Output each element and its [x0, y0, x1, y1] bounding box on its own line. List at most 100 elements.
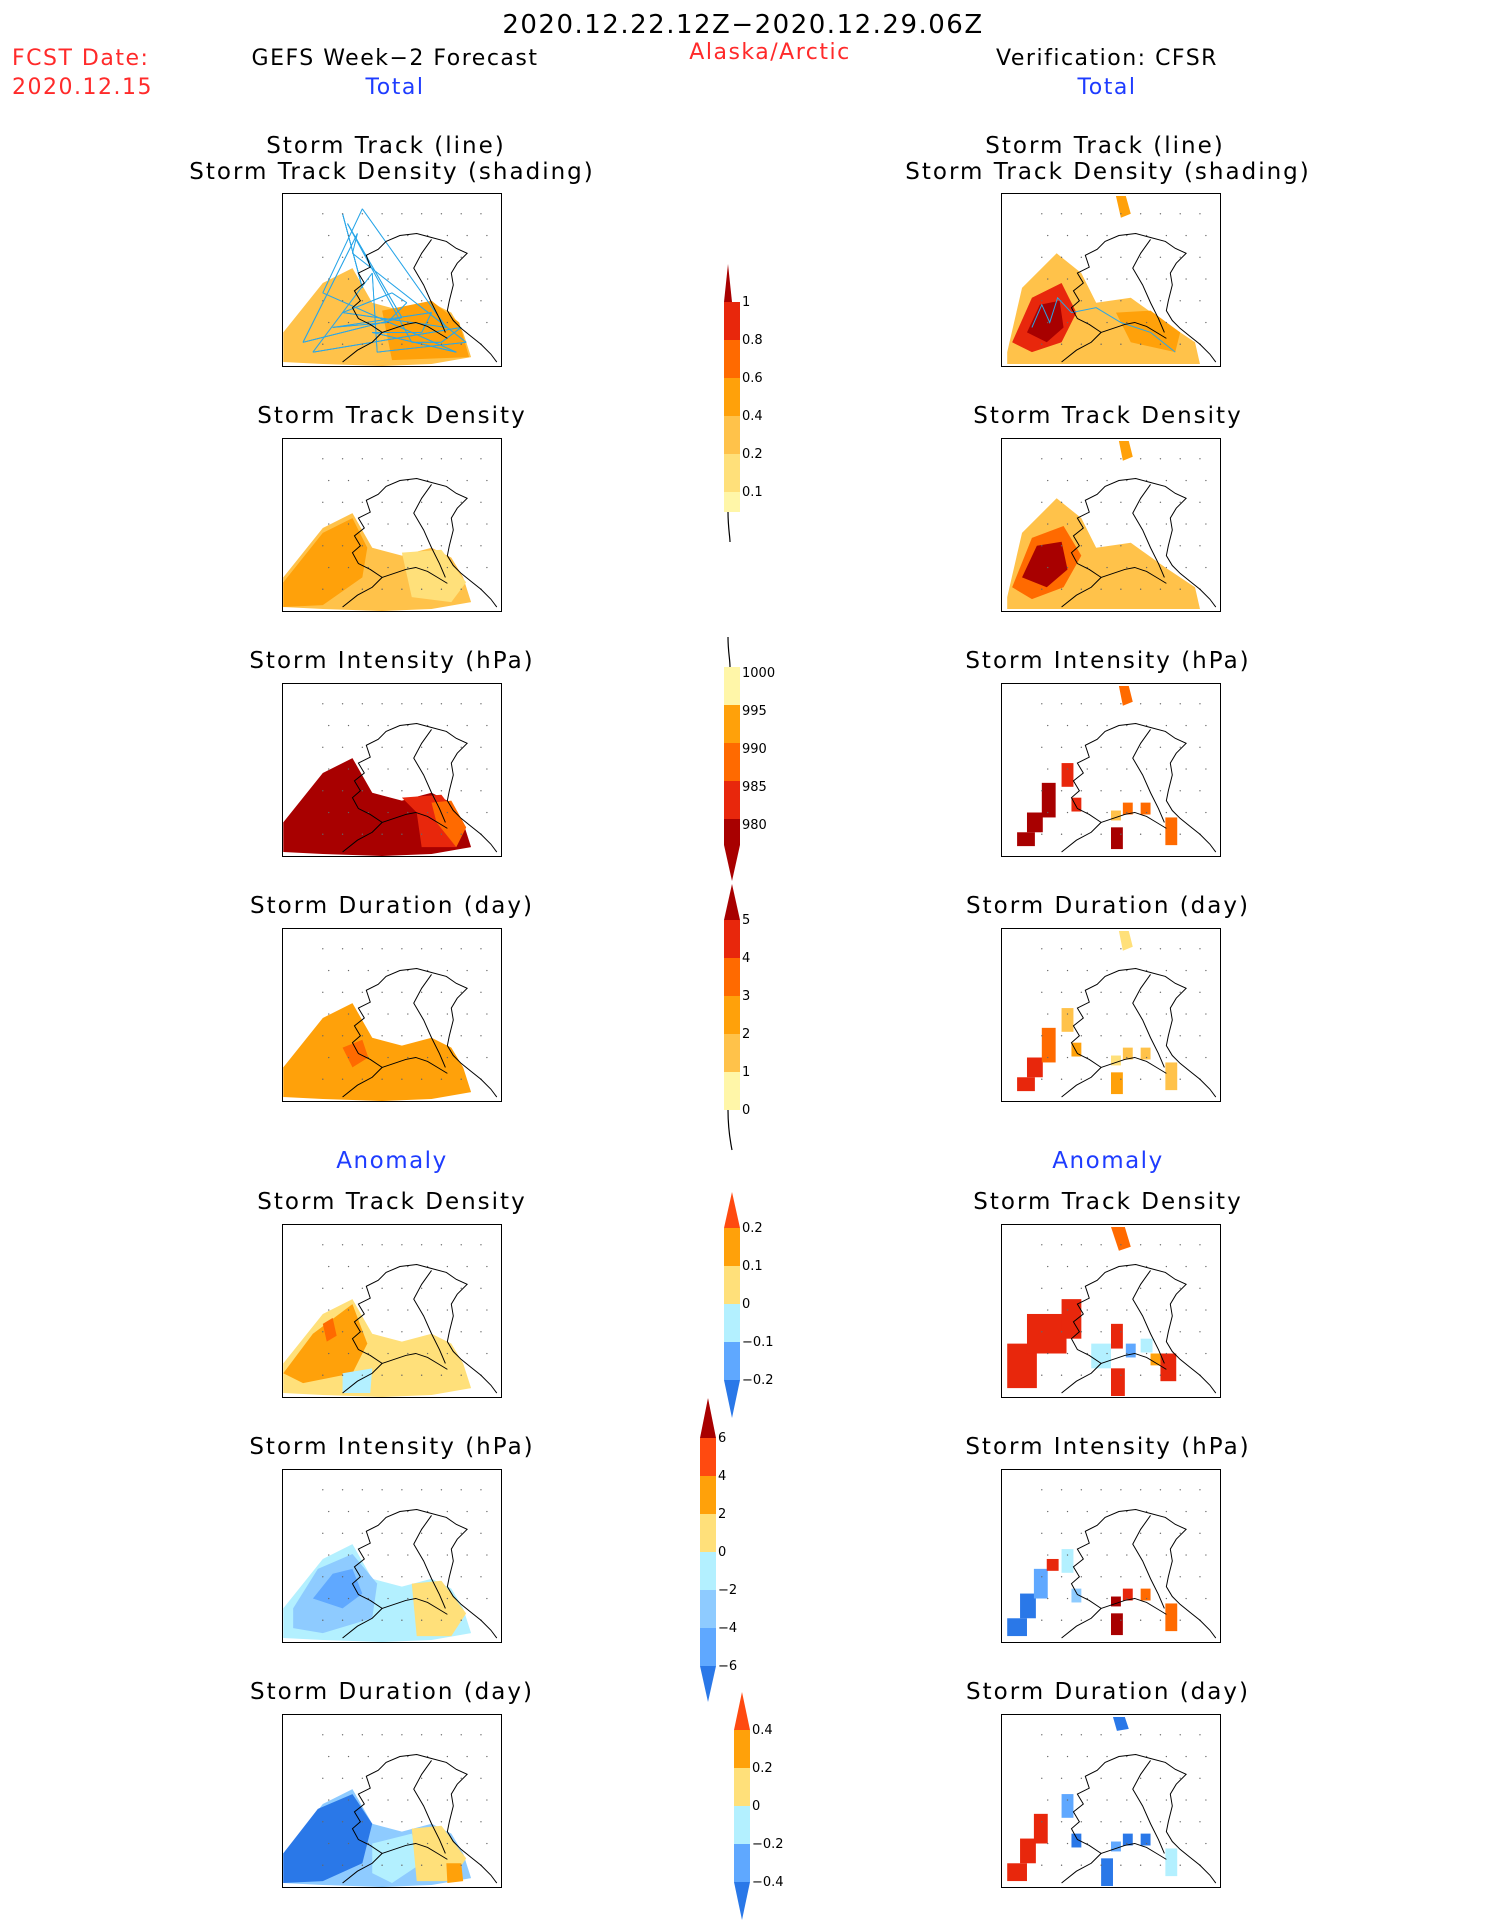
grid-dot [361, 458, 364, 460]
grid-dot [1199, 545, 1201, 547]
grid-dot [401, 458, 403, 460]
grid-dot [1199, 1244, 1201, 1246]
grid-dot [347, 234, 350, 237]
grid-dot [381, 1489, 383, 1491]
grid-dot [440, 1374, 443, 1376]
grid-dot [1159, 991, 1162, 993]
grid-dot [420, 256, 423, 258]
grid-dot [1185, 1013, 1187, 1015]
grid-dot [480, 1821, 482, 1823]
grid-dot [1100, 948, 1102, 950]
grid-dot [1205, 234, 1207, 237]
title-track-line-2-r: Storm Track Density (shading) [905, 159, 1311, 185]
grid-dot [381, 833, 383, 835]
grid-dot [1205, 1309, 1207, 1311]
cbar-dur-seg [724, 958, 740, 996]
grid-dot [401, 991, 403, 993]
cbar-aint-seg [700, 1514, 716, 1552]
grid-dot [381, 1532, 383, 1534]
grid-dot [401, 1078, 403, 1080]
grid-dot [1086, 1013, 1088, 1015]
grid-dot [440, 1078, 443, 1080]
shade-cell [1026, 1057, 1043, 1078]
grid-dot [486, 234, 488, 237]
shade-cell [1041, 782, 1056, 818]
grid-dot [367, 724, 369, 727]
grid-dot [401, 948, 403, 950]
shade-blob [1118, 685, 1133, 706]
grid-dot [322, 1244, 324, 1246]
grid-dot [420, 545, 423, 547]
grid-dot [1199, 1331, 1201, 1333]
grid-dot [1047, 1265, 1049, 1268]
grid-dot [1159, 746, 1162, 748]
grid-dot [420, 501, 423, 503]
grid-dot [1066, 1510, 1069, 1513]
grid-dot [1199, 1287, 1201, 1289]
grid-dot [426, 566, 429, 569]
title-track-line-r: Storm Track (line) [985, 133, 1225, 159]
grid-dot [401, 703, 403, 705]
grid-dot [341, 1777, 344, 1779]
grid-dot [1205, 1842, 1207, 1845]
grid-dot [322, 1331, 324, 1333]
grid-dot [347, 278, 350, 280]
grid-dot [328, 566, 330, 569]
grid-dot [328, 1056, 330, 1059]
grid-dot [1041, 1244, 1043, 1246]
grid-dot [1100, 790, 1102, 792]
grid-dot [381, 1864, 383, 1866]
grid-dot [347, 1799, 350, 1801]
cbar-density-seg [724, 416, 740, 454]
shade-blob [1022, 541, 1068, 588]
grid-dot [1080, 1619, 1083, 1621]
grid-dot [1199, 1734, 1201, 1736]
grid-dot [347, 1755, 350, 1758]
grid-dot [1205, 1755, 1207, 1758]
grid-dot [1100, 1489, 1102, 1491]
cbar-int-label: 985 [742, 780, 767, 795]
cbar-int-label: 980 [742, 818, 767, 833]
grid-dot [1165, 1799, 1168, 1801]
grid-dot [347, 1309, 350, 1311]
grid-dot [1126, 1056, 1128, 1059]
grid-dot [361, 1619, 364, 1621]
grid-dot [322, 1532, 324, 1534]
grid-dot [1100, 1576, 1102, 1578]
grid-dot [466, 1510, 468, 1513]
grid-dot [361, 1864, 364, 1866]
grid-dot [1145, 523, 1148, 525]
shade-blob [1112, 1716, 1129, 1731]
grid-dot [1060, 588, 1063, 590]
grid-dot [460, 343, 462, 345]
grid-dot [1041, 790, 1043, 792]
grid-dot [460, 1035, 462, 1037]
grid-dot [1060, 300, 1063, 302]
cbar-adens-label: −0.1 [742, 1335, 774, 1350]
grid-dot [1199, 256, 1201, 258]
grid-dot [322, 703, 324, 705]
cbar-aint-label: 6 [718, 1431, 726, 1446]
grid-dot [1139, 790, 1142, 792]
shade-blob [342, 1039, 369, 1068]
grid-dot [387, 724, 389, 727]
grid-dot [1139, 1532, 1142, 1534]
grid-dot [1086, 724, 1088, 727]
basemap [322, 703, 498, 853]
grid-dot [486, 1597, 488, 1600]
grid-dot [1106, 1013, 1108, 1015]
grid-dot [407, 768, 409, 770]
grid-dot [1159, 1864, 1162, 1866]
grid-dot [1066, 811, 1069, 814]
grid-dot [1041, 1821, 1043, 1823]
alaska-coastline [1061, 1509, 1217, 1639]
grid-dot [328, 724, 330, 727]
grid-dot [322, 1777, 324, 1779]
grid-dot [480, 1035, 482, 1037]
grid-dot [466, 1554, 468, 1556]
alaska-coastline [1061, 968, 1217, 1098]
south-coast [1100, 812, 1167, 829]
alaska-coastline [342, 968, 498, 1098]
grid-dot [381, 1331, 383, 1333]
grid-dot [420, 1734, 423, 1736]
